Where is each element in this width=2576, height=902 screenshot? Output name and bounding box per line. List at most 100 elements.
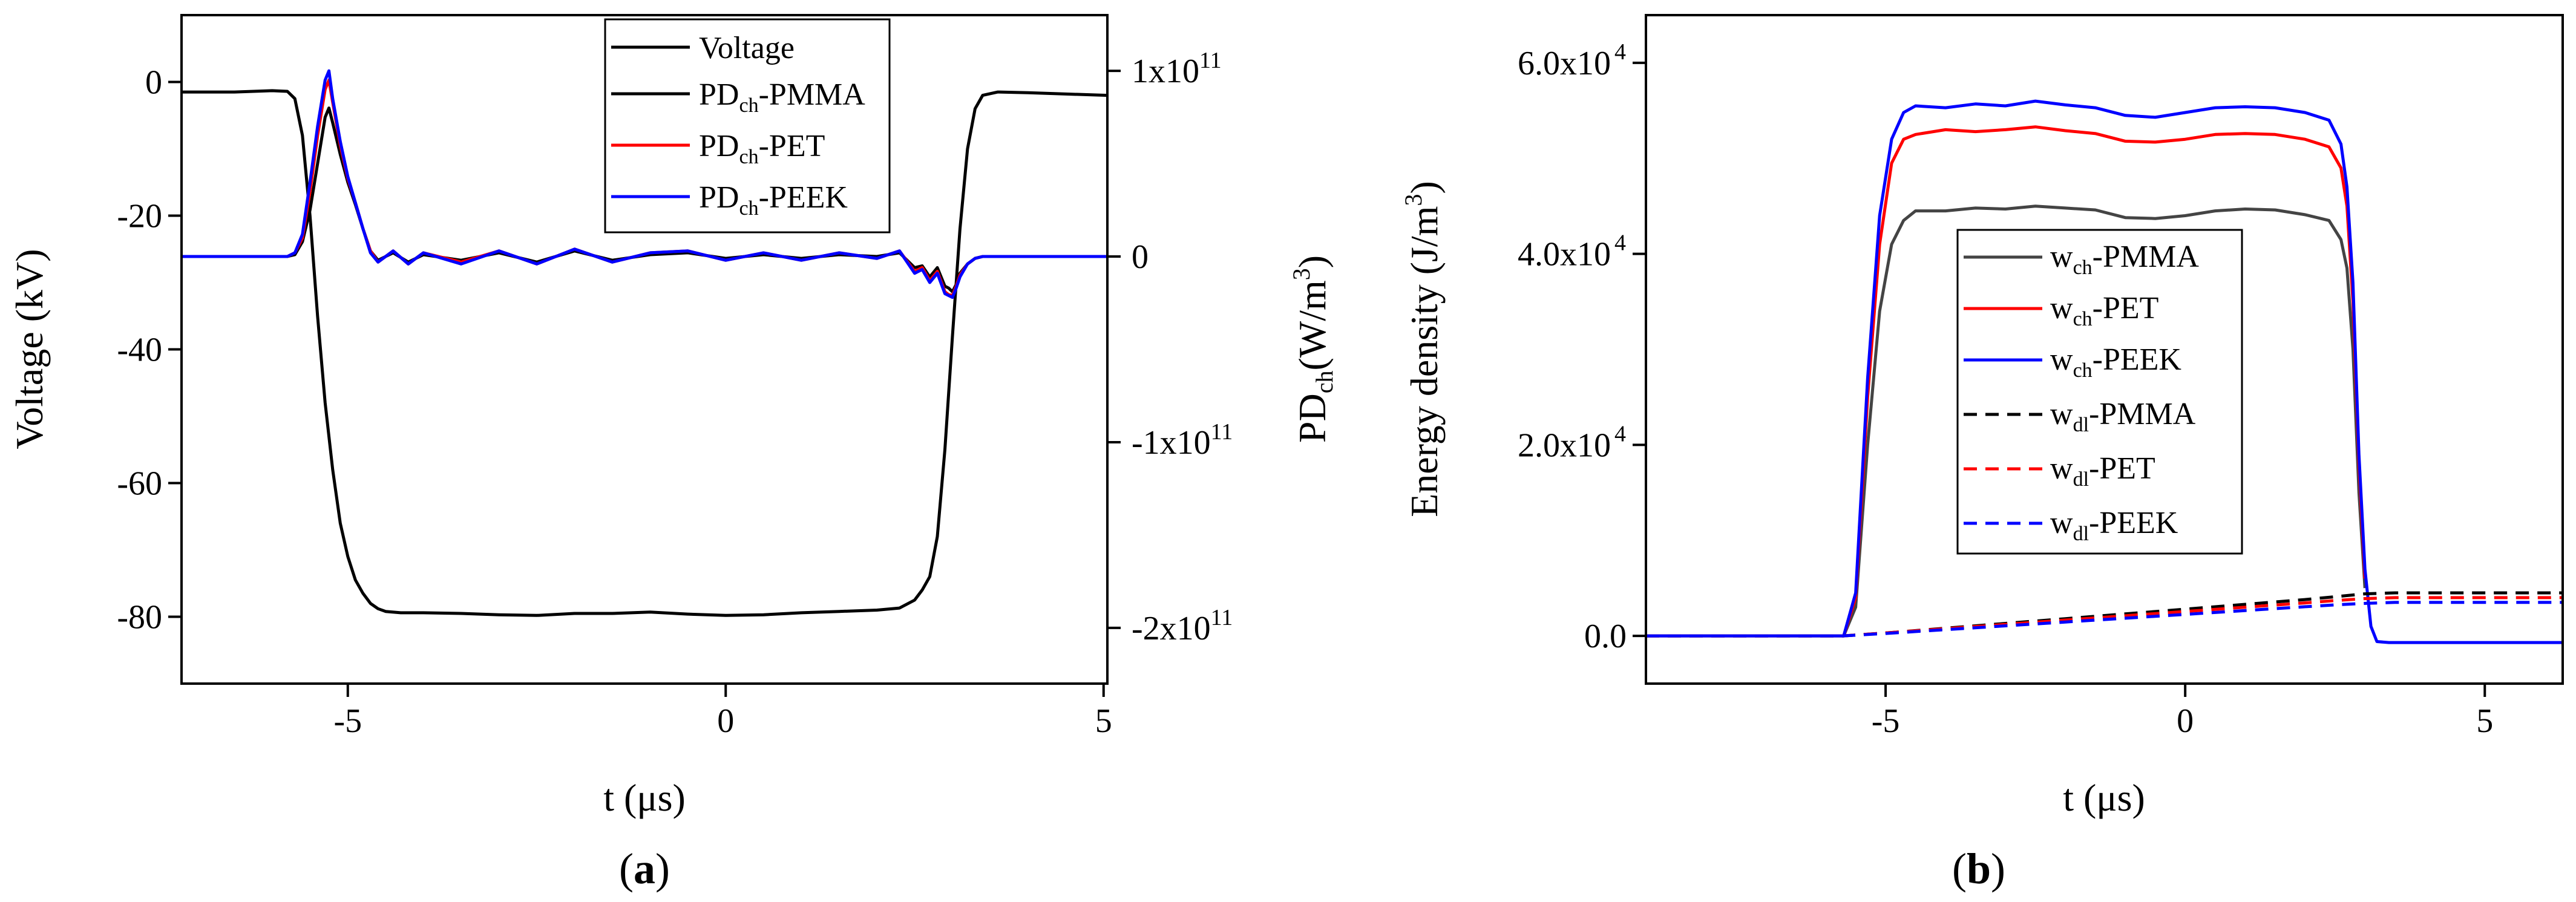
panel-a-xlabel-mu: μs	[637, 776, 672, 819]
panel-b-legend-wdl-pmma-main: w	[2050, 397, 2073, 431]
panel-a-right-ylabel-main: PD	[1291, 393, 1334, 443]
panel-b-ylabel-sup: 3	[1400, 194, 1427, 206]
panel-a-xlabel-main: t (	[603, 776, 637, 819]
panel-b-xlabel-main: t (	[2063, 776, 2096, 819]
panel-a-left-ylabel: Voltage (kV)	[8, 249, 51, 449]
panel-a-legend-label-pmma: PDch-PMMA	[699, 77, 865, 117]
panel-b-label-close: )	[1991, 845, 2005, 893]
panel-b-legend-wdl-pmma-rest: -PMMA	[2089, 397, 2196, 431]
panel-a-series-pdch-peek	[182, 69, 1107, 299]
panel-b-xlabel-end: )	[2132, 776, 2145, 819]
panel-b-ytick-label: 0.0	[1584, 618, 1627, 655]
panel-b-series-wch-peek	[1646, 99, 2563, 644]
panel-b-legend: wch-PMMA wch-PET wch-PEEK wdl-PMMA wdl-P…	[1956, 229, 2243, 555]
panel-b-legend-wch-peek-rest: -PEEK	[2093, 342, 2182, 377]
panel-a-left-ytick-label: -40	[117, 332, 162, 369]
panel-a-legend: Voltage PDch-PMMA PDch-PET PDch-PEEK	[604, 18, 891, 234]
panel-b-legend-wdl-pet-sub: dl	[2073, 468, 2089, 491]
panel-a-legend-pmma-sub: ch	[739, 94, 758, 117]
panel-a-xtick-label: 5	[1095, 702, 1112, 740]
panel-a-right-ytick-mantissa: 0	[1132, 238, 1149, 276]
panel-b-label-open: (	[1952, 845, 1967, 893]
panel-a-left-ytick-label: -80	[117, 599, 162, 636]
panel-a-label: (a)	[619, 845, 670, 893]
panel-a-right-ytick-mantissa: -1x10	[1132, 424, 1211, 462]
panel-b-legend-wdl-pmma-sub: dl	[2073, 414, 2089, 436]
panel-b-ylabel: Energy density (J/m3)	[1400, 181, 1446, 517]
panel-a-legend-pmma-main: PD	[699, 77, 739, 112]
panel-b-legend-wch-peek-sub: ch	[2073, 359, 2093, 382]
panel-b-legend-label-wdl-pmma: wdl-PMMA	[2050, 397, 2196, 436]
panel-a-right-ytick-label: -1x1011	[1132, 419, 1233, 462]
panel-b-ytick-label: 2.0x10	[1518, 426, 1611, 464]
panel-a-right-ylabel-close: )	[1291, 255, 1334, 268]
panel-a-legend-peek-sub: ch	[739, 197, 758, 220]
panel-b-label: (b)	[1952, 845, 2005, 893]
panel-b-series-wch-pet	[1646, 125, 2367, 638]
panel-b-xtick-label: 0	[2177, 702, 2194, 740]
panel-b-ticks-group: -5 0 50.02.0x10 44.0x10 46.0x10 4	[1518, 39, 2493, 740]
panel-a-left-ytick-label: 0	[145, 64, 162, 102]
panel-a-legend-label-pet: PDch-PET	[699, 129, 825, 168]
panel-b-ytick-exponent: 4	[1614, 230, 1626, 256]
panel-a-legend-label-peek: PDch-PEEK	[699, 180, 848, 220]
panel-a-right-ytick-label: 0	[1132, 238, 1149, 276]
panel-a-series-group	[182, 69, 1108, 617]
panel-a-legend-pmma-rest: -PMMA	[759, 77, 866, 112]
panel-b-series-wdl-pmma	[1646, 591, 2563, 638]
panel-b-series-wch-pmma	[1646, 204, 2367, 638]
panel-b-legend-wdl-peek-rest: -PEEK	[2089, 506, 2178, 540]
panel-b-series-wdl-peek	[1646, 601, 2563, 638]
panel-a-xtick-label: -5	[333, 702, 362, 740]
panel-b-legend-wch-pet-rest: -PET	[2093, 291, 2159, 325]
panel-a-right-ytick-label: -2x1011	[1132, 605, 1233, 647]
panel-b-legend-wdl-peek-main: w	[2050, 506, 2073, 540]
panel-b-ytick-mantissa: 0.0	[1584, 618, 1627, 655]
panel-b-xlabel: t (μs)	[2063, 776, 2145, 819]
panel-b-series-group	[1646, 99, 2563, 644]
panel-b-legend-wch-pmma-rest: -PMMA	[2093, 240, 2200, 274]
panel-b-ytick-exponent: 4	[1614, 421, 1626, 446]
panel-b-ytick-label: 6.0x10	[1518, 45, 1611, 82]
panel-b: -5 0 50.02.0x10 44.0x10 46.0x10 4 Energy dens…	[1400, 14, 2564, 893]
panel-b-legend-label-wch-pet: wch-PET	[2050, 291, 2158, 330]
panel-b-legend-label-wdl-peek: wdl-PEEK	[2050, 506, 2178, 545]
panel-a-legend-pet-rest: -PET	[759, 129, 825, 163]
panel-b-legend-label-wdl-pet: wdl-PET	[2050, 451, 2155, 491]
panel-b-legend-wch-pet-sub: ch	[2073, 308, 2093, 330]
panel-b-legend-wch-pmma-main: w	[2050, 240, 2073, 274]
panel-a-legend-peek-main: PD	[699, 180, 739, 215]
panel-b-legend-wdl-peek-sub: dl	[2073, 523, 2089, 545]
panel-a-left-ytick-label: -60	[117, 465, 162, 503]
panel-b-legend-box	[1956, 229, 2243, 555]
panel-a-legend-voltage-main: Voltage	[699, 31, 795, 65]
panel-a-label-letter: a	[634, 845, 655, 893]
panel-a-legend-peek-rest: -PEEK	[759, 180, 848, 215]
panel-b-legend-wch-pmma-sub: ch	[2073, 257, 2093, 279]
panel-a-right-ytick-mantissa: -2x10	[1132, 610, 1211, 647]
panel-a-right-ylabel-sub: ch	[1311, 371, 1338, 394]
panel-b-legend-wch-peek-main: w	[2050, 342, 2073, 377]
panel-b-ytick-mantissa: 4.0x10	[1518, 236, 1611, 273]
panel-a-right-ytick-exponent: 11	[1211, 419, 1233, 445]
panel-b-series-wdl-pet	[1646, 596, 2563, 638]
panel-b-ytick-mantissa: 6.0x10	[1518, 45, 1611, 82]
panel-a-right-ylabel-sup: 3	[1288, 268, 1315, 280]
panel-b-ylabel-main: Energy density (J/m	[1403, 206, 1446, 517]
panel-a-legend-pet-sub: ch	[739, 146, 758, 168]
panel-b-legend-label-wch-pmma: wch-PMMA	[2050, 240, 2199, 279]
panel-b-ylabel-close: )	[1403, 181, 1446, 194]
panel-a-legend-pet-main: PD	[699, 129, 739, 163]
panel-a-right-ytick-label: 1x1011	[1132, 48, 1222, 90]
panel-a-xtick-label: 0	[717, 702, 734, 740]
panel-a-right-ytick-exponent: 11	[1199, 48, 1222, 73]
panel-b-ytick-exponent: 4	[1614, 39, 1626, 65]
panel-a-right-ylabel-rest: (W/m	[1291, 280, 1334, 370]
panel-b-legend-wdl-pet-main: w	[2050, 451, 2073, 486]
panel-b-xlabel-mu: μs	[2096, 776, 2132, 819]
panel-b-ytick-mantissa: 2.0x10	[1518, 426, 1611, 464]
panel-b-legend-label-wch-peek: wch-PEEK	[2050, 342, 2181, 382]
